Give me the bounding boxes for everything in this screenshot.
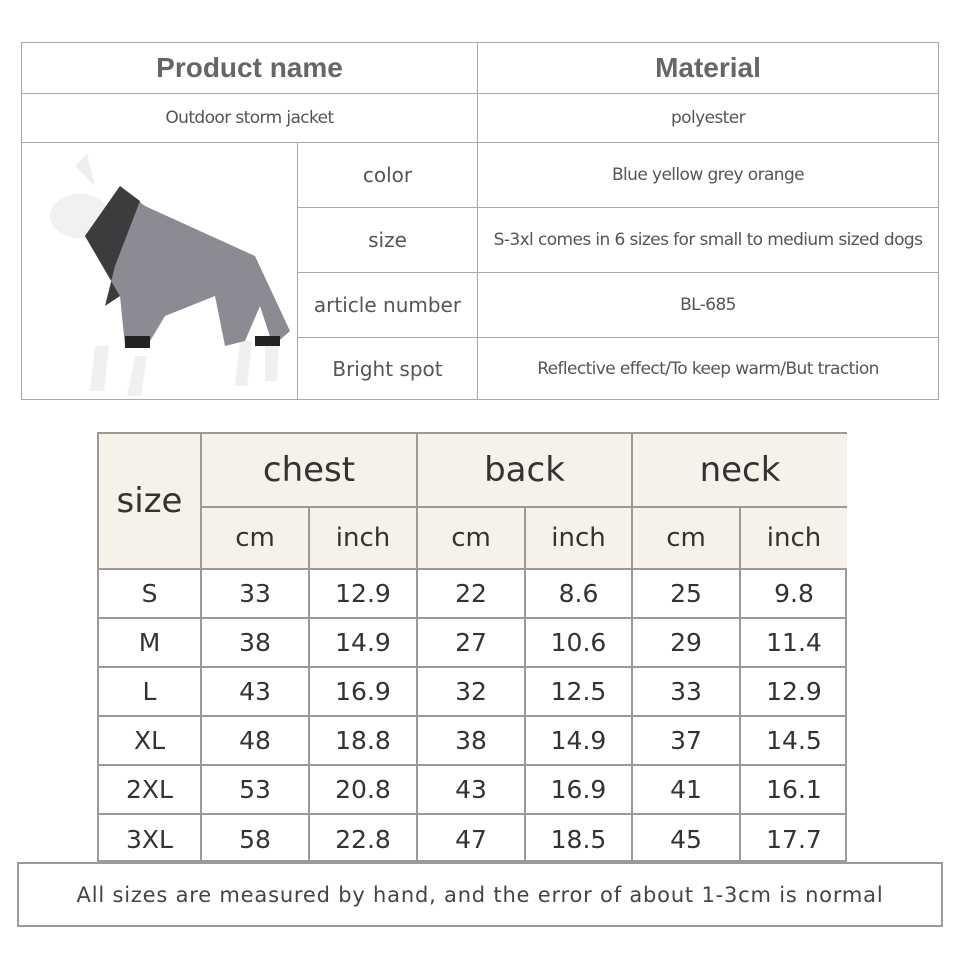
unit-header: cm (418, 508, 526, 570)
attribute-label: color (298, 143, 478, 208)
measurement-cell: 16.9 (526, 766, 633, 815)
measurement-cell: 38 (202, 619, 310, 668)
measurement-cell: 14.9 (526, 717, 633, 766)
measurement-cell: 22.8 (310, 815, 418, 864)
measurement-cell: 18.8 (310, 717, 418, 766)
attribute-value: Reflective effect/To keep warm/But tract… (537, 358, 879, 379)
measurement-cell: 8.6 (526, 570, 633, 619)
attribute-value: Blue yellow grey orange (478, 143, 938, 208)
group-header-back: back (418, 434, 633, 508)
measurement-cell: 20.8 (310, 766, 418, 815)
measurement-cell: 16.1 (741, 766, 847, 815)
attribute-label: Bright spot (298, 338, 478, 399)
attribute-value: S-3xl comes in 6 sizes for small to medi… (478, 208, 938, 273)
product-image (22, 143, 298, 399)
attribute-value: BL-685 (478, 273, 938, 338)
measurement-note: All sizes are measured by hand, and the … (17, 862, 943, 927)
measurement-cell: 27 (418, 619, 526, 668)
measurement-cell: 25 (633, 570, 741, 619)
measurement-cell: 33 (633, 668, 741, 717)
measurement-cell: 12.5 (526, 668, 633, 717)
material-value: polyester (478, 94, 938, 143)
measurement-cell: 43 (418, 766, 526, 815)
dog-jacket-image (49, 154, 290, 396)
measurement-cell: 33 (202, 570, 310, 619)
measurement-cell: 16.9 (310, 668, 418, 717)
header-product-name: Product name (22, 43, 478, 94)
product-info-table: Product name Material Outdoor storm jack… (21, 42, 939, 400)
product-name-value: Outdoor storm jacket (22, 94, 478, 143)
size-chart-table: size chest back neck cm inch cm inch cm inch S 33 12… (97, 432, 847, 864)
measurement-cell: 14.5 (741, 717, 847, 766)
measurement-cell: 10.6 (526, 619, 633, 668)
measurement-cell: 9.8 (741, 570, 847, 619)
measurement-cell: 45 (633, 815, 741, 864)
measurement-cell: 11.4 (741, 619, 847, 668)
header-material: Material (478, 43, 938, 94)
unit-header: inch (310, 508, 418, 570)
measurement-cell: 12.9 (741, 668, 847, 717)
group-header-neck: neck (633, 434, 847, 508)
measurement-cell: 53 (202, 766, 310, 815)
measurement-cell: 47 (418, 815, 526, 864)
unit-header: inch (526, 508, 633, 570)
measurement-cell: 18.5 (526, 815, 633, 864)
measurement-cell: 37 (633, 717, 741, 766)
measurement-cell: 22 (418, 570, 526, 619)
attribute-label: article number (298, 273, 478, 338)
measurement-cell: 17.7 (766, 825, 822, 854)
measurement-cell: 43 (202, 668, 310, 717)
measurement-cell: 38 (418, 717, 526, 766)
unit-header: inch (741, 508, 847, 570)
measurement-cell: 29 (633, 619, 741, 668)
size-label: 3XL (99, 815, 202, 864)
size-label: M (99, 619, 202, 668)
unit-header: cm (633, 508, 741, 570)
size-label: 2XL (99, 766, 202, 815)
measurement-cell: 48 (202, 717, 310, 766)
size-label: S (99, 570, 202, 619)
unit-header: cm (202, 508, 310, 570)
measurement-cell: 58 (202, 815, 310, 864)
size-label: XL (99, 717, 202, 766)
size-header: size (99, 434, 202, 570)
measurement-cell: 41 (633, 766, 741, 815)
measurement-cell: 32 (418, 668, 526, 717)
measurement-cell: 12.9 (310, 570, 418, 619)
group-header-chest: chest (202, 434, 418, 508)
size-label: L (99, 668, 202, 717)
measurement-cell: 14.9 (310, 619, 418, 668)
attribute-label: size (298, 208, 478, 273)
